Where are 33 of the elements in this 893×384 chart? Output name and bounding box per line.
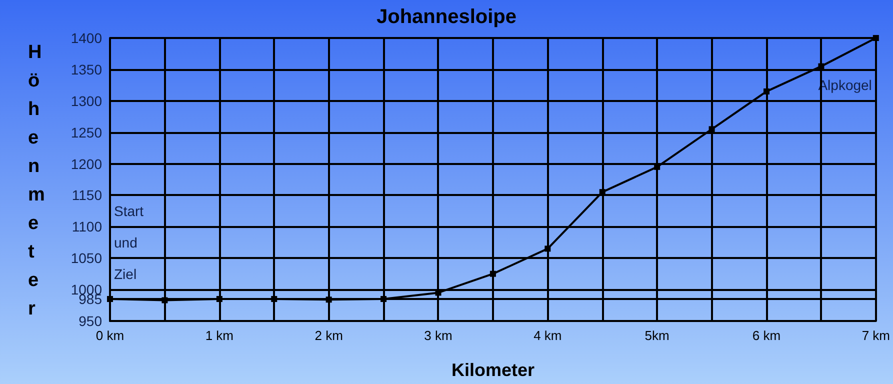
x-tick-label: 2 km [314,328,343,343]
y-tick-label: 1400 [70,30,102,46]
point [490,270,496,277]
point [107,296,113,302]
x-tick-label: 5km [644,328,670,343]
point [216,296,222,302]
point [271,296,278,302]
y-tick-label: 1300 [70,92,102,109]
x-tick-label: 4 km [534,328,562,343]
x-tick-label: 0 km [96,328,124,343]
x-tick-label: 6 km [752,328,781,343]
x-tick-label: 7 km [862,328,890,343]
y-tick-label: 1250 [70,124,102,140]
chart-title: Johannesloipe [376,6,517,28]
annotation: Start und Ziel [114,202,144,282]
point [544,246,551,252]
y-tick-label: 1150 [72,187,102,204]
x-axis-title: Kilometer [451,360,534,380]
y-tick-label: 950 [78,313,102,329]
point [708,126,715,132]
point [872,35,879,41]
point [162,297,168,304]
y-tick-label: 1350 [70,61,102,78]
point [764,88,770,94]
point [326,296,332,303]
point [818,63,824,70]
point [380,296,387,302]
text: Höhenmeter [28,42,45,320]
y-tick-label: 1200 [70,156,102,172]
y-tick-label: 1050 [70,250,102,266]
x-tick-label: 1 km [205,328,234,343]
x-tick-label: 3 km [424,328,452,343]
y-tick-label: 1100 [72,218,102,235]
